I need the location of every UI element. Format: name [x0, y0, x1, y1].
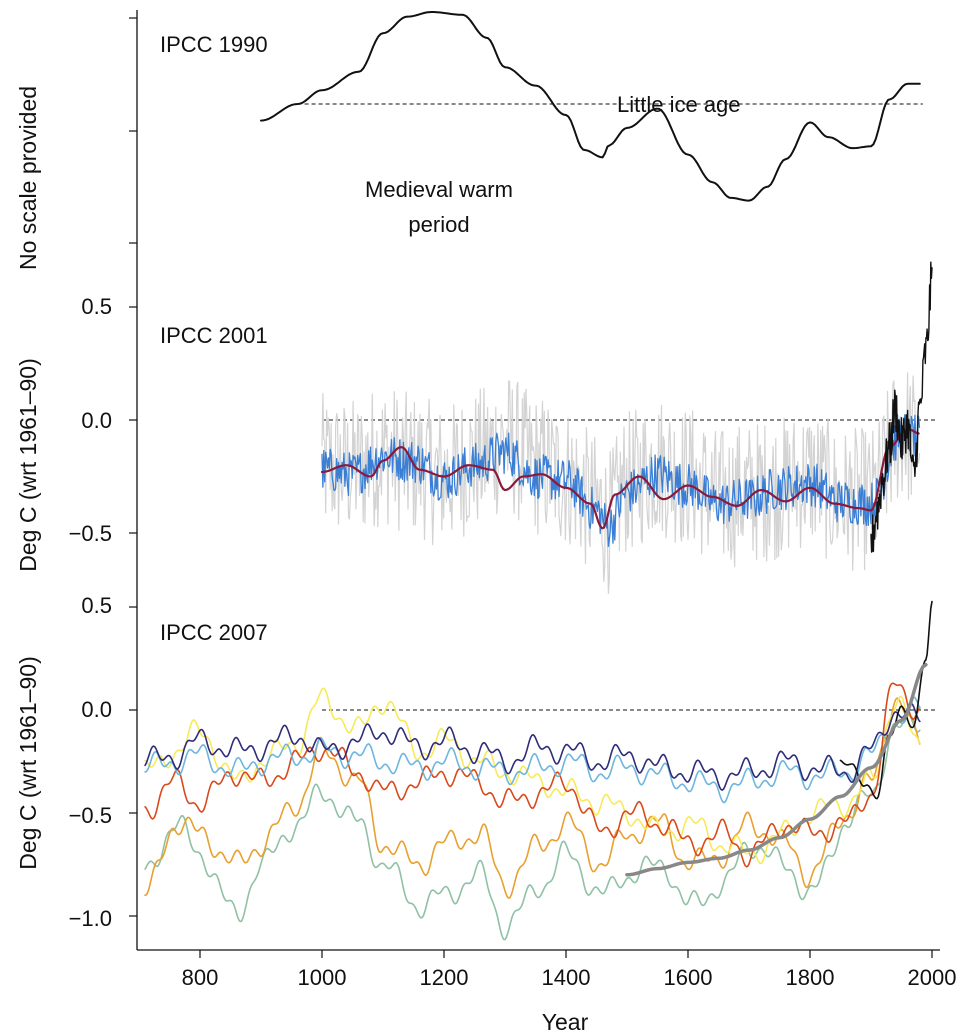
y-tick-label: −1.0 — [69, 906, 112, 931]
reconstruction-series — [839, 600, 933, 800]
reconstruction-series — [144, 702, 921, 791]
x-tick-label: 1000 — [298, 965, 347, 990]
y-tick-label: 0.0 — [81, 697, 112, 722]
smoothed-series — [320, 427, 920, 530]
ylabel-2001: Deg C (wrt 1961–90) — [15, 358, 41, 572]
trend-curve — [625, 662, 928, 877]
y-tick-label: −0.5 — [69, 803, 112, 828]
panel-title-1990: IPCC 1990 — [160, 32, 268, 57]
reconstruction-series — [144, 696, 921, 804]
reconstruction-series — [321, 413, 921, 548]
x-tick-label: 1200 — [420, 965, 469, 990]
reconstruction-series — [144, 682, 921, 868]
x-tick-label: 1400 — [542, 965, 591, 990]
y-tick-label: 0.5 — [81, 593, 112, 618]
annotation-period: period — [408, 212, 469, 237]
x-tick-label: 2000 — [908, 965, 957, 990]
annotation-medieval-warm: Medieval warm — [365, 177, 513, 202]
x-tick-label: 1800 — [786, 965, 835, 990]
ylabel-2007: Deg C (wrt 1961–90) — [15, 656, 41, 870]
x-tick-label: 1600 — [664, 965, 713, 990]
x-tick-label: 800 — [182, 965, 219, 990]
plot-layer — [129, 11, 936, 958]
reconstruction-series — [144, 713, 921, 941]
y-tick-label: −0.5 — [69, 521, 112, 546]
uncertainty-band — [321, 372, 921, 594]
ylabel-1990: No scale provided — [15, 86, 41, 270]
instrumental-series — [870, 261, 933, 553]
y-tick-label: 0.0 — [81, 408, 112, 433]
panel-title-2007: IPCC 2007 — [160, 620, 268, 645]
y-tick-label: 0.5 — [81, 294, 112, 319]
reconstruction-series — [144, 697, 921, 899]
panel-title-2001: IPCC 2001 — [160, 323, 268, 348]
x-axis-label: Year — [542, 1009, 589, 1034]
series-line — [260, 11, 921, 202]
